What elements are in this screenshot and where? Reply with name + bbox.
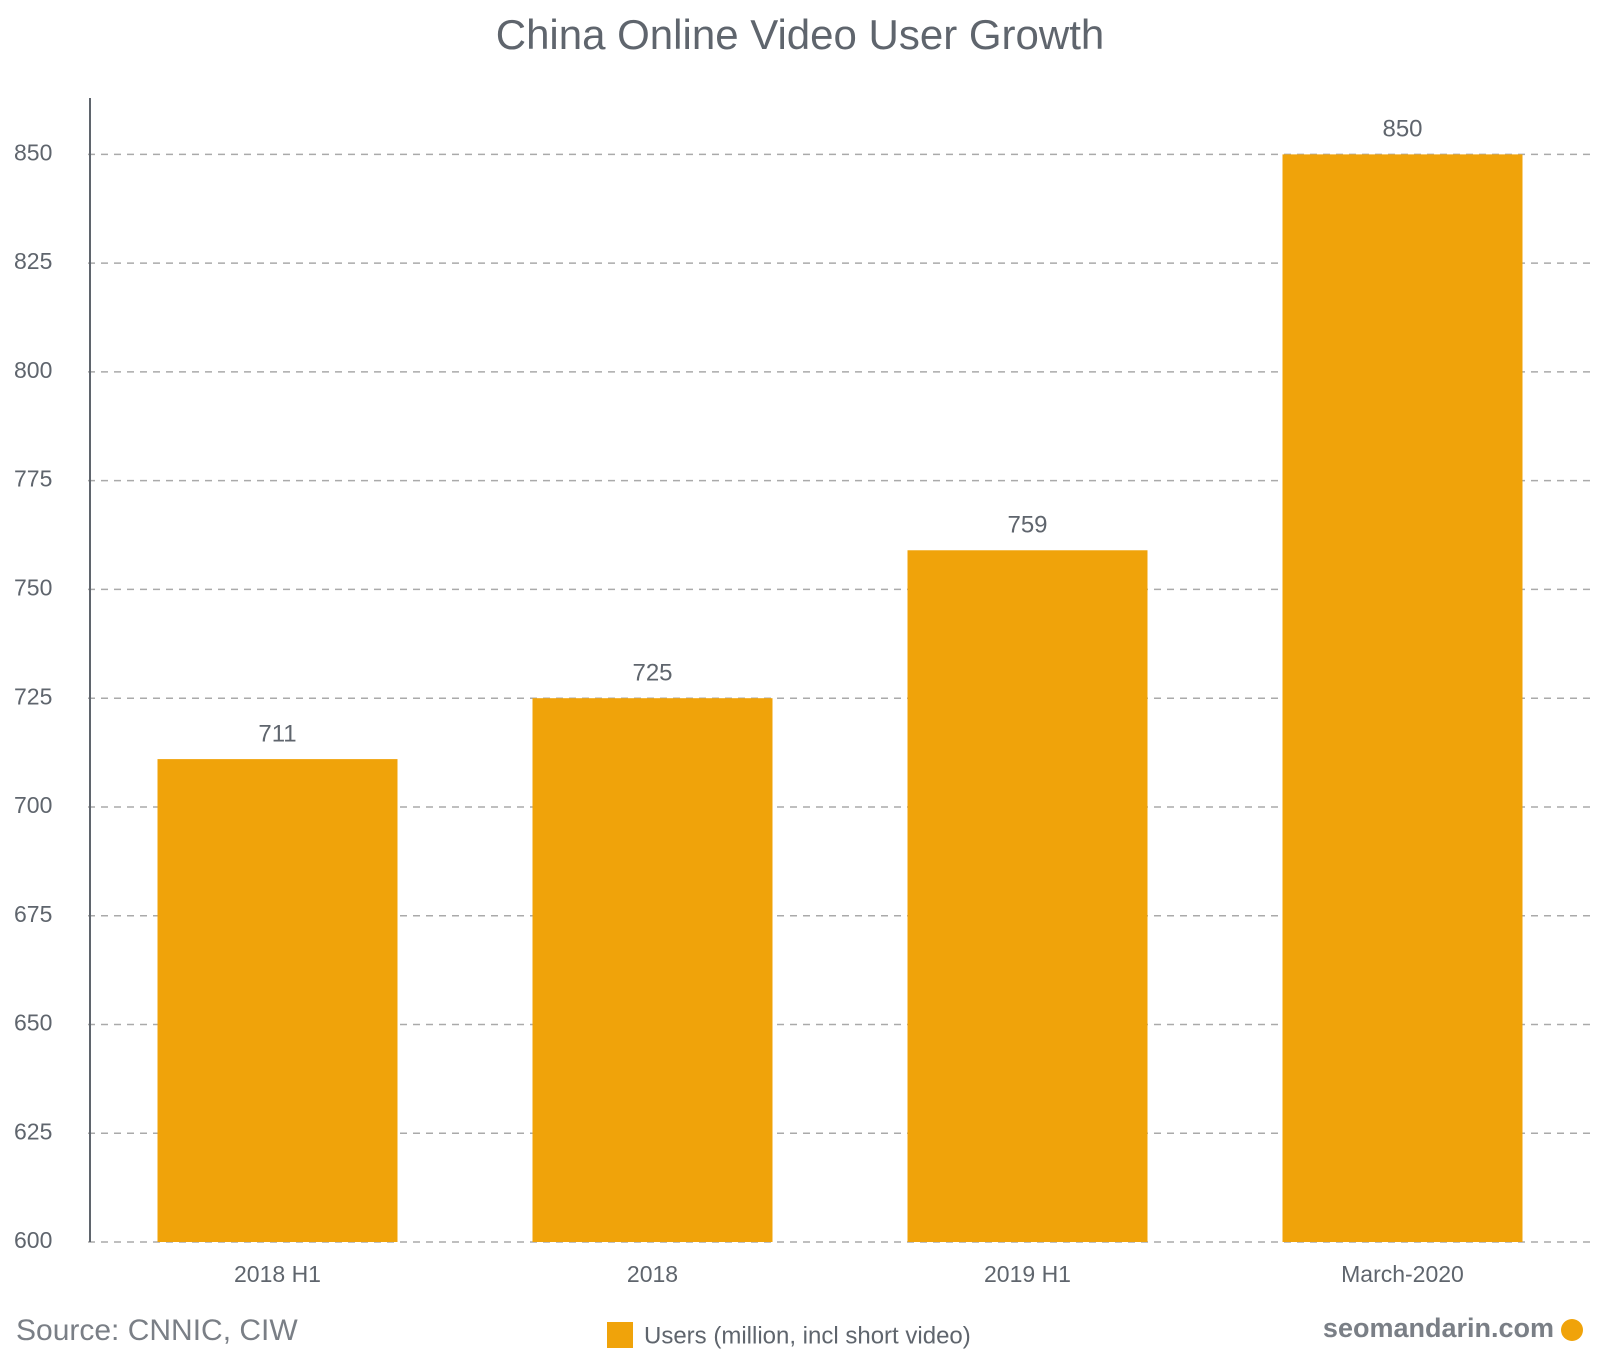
y-tick-label: 675 [14,901,52,927]
y-tick-label: 600 [14,1227,52,1253]
legend-swatch [607,1322,633,1348]
y-tick-label: 750 [14,575,52,601]
y-tick-label: 625 [14,1118,52,1144]
value-label: 759 [1007,512,1047,539]
legend-label: Users (million, incl short video) [644,1322,971,1349]
x-tick-label: 2018 H1 [234,1261,321,1287]
bar [1282,154,1523,1242]
y-tick-label: 825 [14,248,52,274]
x-tick-label: March-2020 [1341,1261,1464,1287]
y-tick-label: 775 [14,466,52,492]
y-tick-label: 700 [14,792,52,818]
y-tick-label: 725 [14,683,52,709]
watermark: seomandarin.com [1323,1313,1554,1343]
y-tick-label: 800 [14,357,52,383]
bar [907,550,1148,1242]
bar [532,698,773,1242]
value-label: 850 [1382,116,1422,143]
source: Source: CNNIC, CIW [16,1314,298,1347]
value-label: 711 [258,720,296,747]
value-label: 725 [632,660,672,687]
x-tick-label: 2018 [627,1261,678,1287]
watermark-icon [1561,1319,1583,1341]
y-tick-label: 850 [14,139,52,165]
chart-title: China Online Video User Growth [496,11,1105,58]
x-tick-label: 2019 H1 [984,1261,1071,1287]
bar [157,759,398,1242]
y-tick-label: 650 [14,1010,52,1036]
